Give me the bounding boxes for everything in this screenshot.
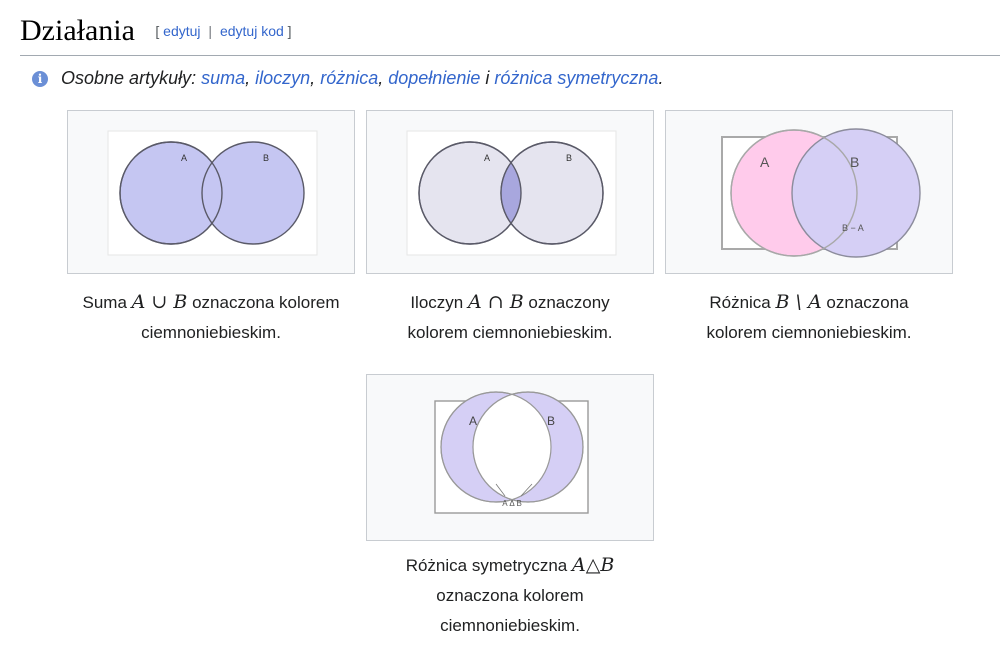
bracket-close: ] xyxy=(287,23,292,39)
edit-link[interactable]: edytuj xyxy=(163,23,201,39)
venn-intersection-image: A B xyxy=(406,130,617,256)
hatnote-sep: , xyxy=(378,68,384,88)
label-symmetric-difference: A Δ B xyxy=(502,499,522,508)
caption-text: Suma xyxy=(82,293,127,312)
caption-text: Iloczyn xyxy=(410,293,464,312)
hatnote-sep: , xyxy=(245,68,251,88)
caption-math: A△B xyxy=(572,554,615,576)
section-heading: Działania [ edytuj | edytuj kod ] xyxy=(20,12,1000,56)
edit-separator: | xyxy=(208,23,213,39)
caption-difference: Różnica B \ A oznaczona kolorem ciemnoni… xyxy=(659,287,959,348)
link-suma[interactable]: suma xyxy=(201,68,246,88)
label-a: A xyxy=(181,153,187,163)
label-a: A xyxy=(469,414,477,428)
venn-symmetric-difference-image: A B A Δ B xyxy=(434,391,589,514)
hatnote-end: . xyxy=(658,68,664,88)
set-b-circle xyxy=(791,128,921,258)
caption-text: Różnica symetryczna xyxy=(405,556,568,575)
caption-text: kolorem ciemnoniebieskim. xyxy=(407,323,613,342)
caption-union: Suma A ∪ B oznaczona kolorem ciemnoniebi… xyxy=(61,287,361,348)
set-a-outline xyxy=(440,391,552,503)
caption-text: oznaczony xyxy=(528,293,610,312)
label-b: B xyxy=(566,153,572,163)
hatnote-conj: i xyxy=(485,68,490,88)
link-iloczyn[interactable]: iloczyn xyxy=(255,68,311,88)
pointer-line-right xyxy=(520,483,533,497)
caption-math: B \ A xyxy=(775,291,822,313)
set-a-outline xyxy=(418,141,522,245)
figure-intersection-thumb[interactable]: A B xyxy=(366,110,654,274)
label-b: B xyxy=(263,153,269,163)
caption-text: kolorem ciemnoniebieskim. xyxy=(706,323,912,342)
label-a: A xyxy=(484,153,490,163)
link-roznica[interactable]: różnica xyxy=(320,68,379,88)
edit-section-links: [ edytuj | edytuj kod ] xyxy=(155,23,291,39)
figure-symmetric-difference-thumb[interactable]: A B A Δ B xyxy=(366,374,654,541)
hatnote-prefix: Osobne artykuły: xyxy=(61,68,197,88)
hatnote-sep: , xyxy=(310,68,316,88)
intersection-region xyxy=(473,392,551,502)
label-b: B xyxy=(547,414,555,428)
caption-text: oznaczona kolorem xyxy=(436,586,584,605)
caption-intersection: Iloczyn A ∩ B oznaczony kolorem ciemnoni… xyxy=(360,287,660,348)
hatnote: i Osobne artykuły: suma, iloczyn, różnic… xyxy=(32,66,664,90)
link-dopelnienie[interactable]: dopełnienie xyxy=(388,68,481,88)
set-b-outline xyxy=(472,391,584,503)
caption-text: oznaczona xyxy=(826,293,909,312)
caption-math: A ∪ B xyxy=(131,291,188,313)
label-a: A xyxy=(760,154,770,170)
figure-difference-thumb[interactable]: A B B − A xyxy=(665,110,953,274)
set-a-outline xyxy=(730,129,858,257)
label-b: B xyxy=(850,154,859,170)
pointer-line-left xyxy=(495,483,506,497)
set-b-outline xyxy=(500,141,604,245)
caption-text: ciemnoniebieskim. xyxy=(440,616,580,635)
section-title: Działania xyxy=(20,14,135,47)
set-a-outline xyxy=(119,141,223,245)
caption-symmetric-difference: Różnica symetryczna A△B oznaczona kolore… xyxy=(360,550,660,641)
info-icon: i xyxy=(32,71,48,87)
link-roznica-symetryczna[interactable]: różnica symetryczna xyxy=(494,68,659,88)
edit-source-link[interactable]: edytuj kod xyxy=(219,23,284,39)
venn-difference-image: A B B − A xyxy=(721,128,921,258)
caption-math: A ∩ B xyxy=(467,291,524,313)
bracket-open: [ xyxy=(155,23,160,39)
label-difference: B − A xyxy=(842,223,864,233)
caption-text: ciemnoniebieskim. xyxy=(141,323,281,342)
caption-text: Różnica xyxy=(709,293,771,312)
caption-text: oznaczona kolorem xyxy=(192,293,340,312)
set-b-circle xyxy=(201,141,305,245)
